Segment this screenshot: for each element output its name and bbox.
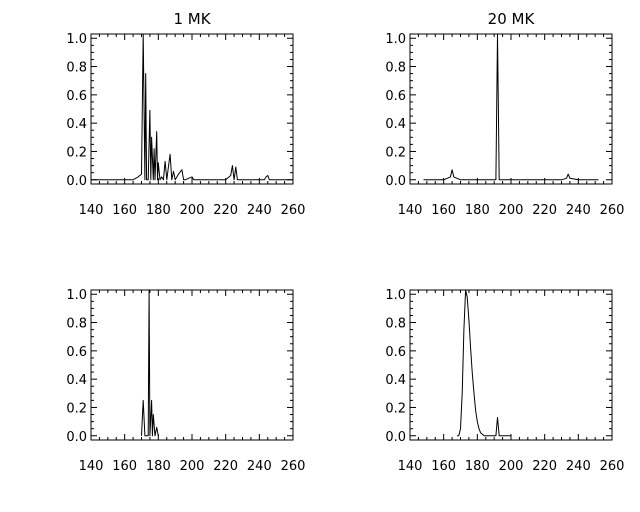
x-tick-label: 260 xyxy=(600,203,625,218)
y-tick-label: 1.0 xyxy=(66,32,87,47)
x-tick-label: 220 xyxy=(213,203,238,218)
y-tick-label: 0.6 xyxy=(385,345,406,360)
y-tick-label: 0.0 xyxy=(66,430,87,445)
panel-4: 140 160 180 200 220 240 260 0.0 0.2 0.4 0.6 0.8 1.0 xyxy=(385,288,624,474)
series-line xyxy=(457,289,511,437)
y-tick-label: 1.0 xyxy=(385,32,406,47)
x-tick-label: 180 xyxy=(146,459,171,474)
x-tick-label: 200 xyxy=(499,203,524,218)
x-tick-label: 140 xyxy=(398,203,423,218)
x-tick-label: 260 xyxy=(281,203,306,218)
x-tick-label: 260 xyxy=(281,459,306,474)
y-tick-label: 0.8 xyxy=(66,61,87,76)
x-tick-label: 220 xyxy=(532,203,557,218)
panel-1: 1 MK 140 160 180 200 220 240 260 0.0 0.2 0.4 0.6 0.8… xyxy=(66,10,305,218)
y-tick-label: 0.0 xyxy=(385,430,406,445)
x-tick-label: 180 xyxy=(465,203,490,218)
y-tick-label: 0.4 xyxy=(66,117,87,132)
y-tick-label: 0.8 xyxy=(385,317,406,332)
y-tick-label: 1.0 xyxy=(66,288,87,303)
x-tick-label: 160 xyxy=(431,459,456,474)
x-tick-label: 200 xyxy=(499,459,524,474)
y-tick-label: 0.4 xyxy=(385,117,406,132)
x-tick-label: 220 xyxy=(532,459,557,474)
x-tick-label: 240 xyxy=(247,459,272,474)
y-tick-label: 0.6 xyxy=(385,89,406,104)
x-tick-label: 240 xyxy=(566,459,591,474)
y-tick-label: 0.2 xyxy=(66,145,87,160)
y-tick-label: 0.6 xyxy=(66,89,87,104)
y-tick-label: 0.8 xyxy=(66,317,87,332)
y-tick-label: 0.6 xyxy=(66,345,87,360)
x-tick-label: 140 xyxy=(79,459,104,474)
y-tick-label: 0.4 xyxy=(66,373,87,388)
x-tick-label: 160 xyxy=(112,459,137,474)
x-tick-label: 140 xyxy=(79,203,104,218)
x-tick-label: 140 xyxy=(398,459,423,474)
panel-title: 1 MK xyxy=(173,10,211,28)
y-tick-label: 0.0 xyxy=(66,174,87,189)
x-tick-label: 220 xyxy=(213,459,238,474)
y-tick-label: 1.0 xyxy=(385,288,406,303)
panel-title: 20 MK xyxy=(488,10,536,28)
y-tick-label: 0.2 xyxy=(385,145,406,160)
x-tick-label: 160 xyxy=(112,203,137,218)
y-tick-label: 0.4 xyxy=(385,373,406,388)
x-tick-label: 200 xyxy=(180,459,205,474)
panel-3: 140 160 180 200 220 240 260 0.0 0.2 0.4 0.6 0.8 1.0 xyxy=(66,288,305,474)
series-line xyxy=(91,33,293,181)
y-tick-label: 0.0 xyxy=(385,174,406,189)
series-line xyxy=(141,289,159,437)
y-tick-label: 0.2 xyxy=(66,401,87,416)
y-tick-label: 0.8 xyxy=(385,61,406,76)
x-tick-label: 200 xyxy=(180,203,205,218)
x-tick-label: 240 xyxy=(566,203,591,218)
x-tick-label: 260 xyxy=(600,459,625,474)
x-tick-label: 180 xyxy=(146,203,171,218)
series-line xyxy=(423,33,599,181)
x-tick-label: 240 xyxy=(247,203,272,218)
x-tick-label: 180 xyxy=(465,459,490,474)
x-tick-label: 160 xyxy=(431,203,456,218)
y-tick-label: 0.2 xyxy=(385,401,406,416)
panel-2: 20 MK 140 160 180 200 220 240 260 0.0 0.2 0.4 0.6 0.… xyxy=(385,10,624,218)
